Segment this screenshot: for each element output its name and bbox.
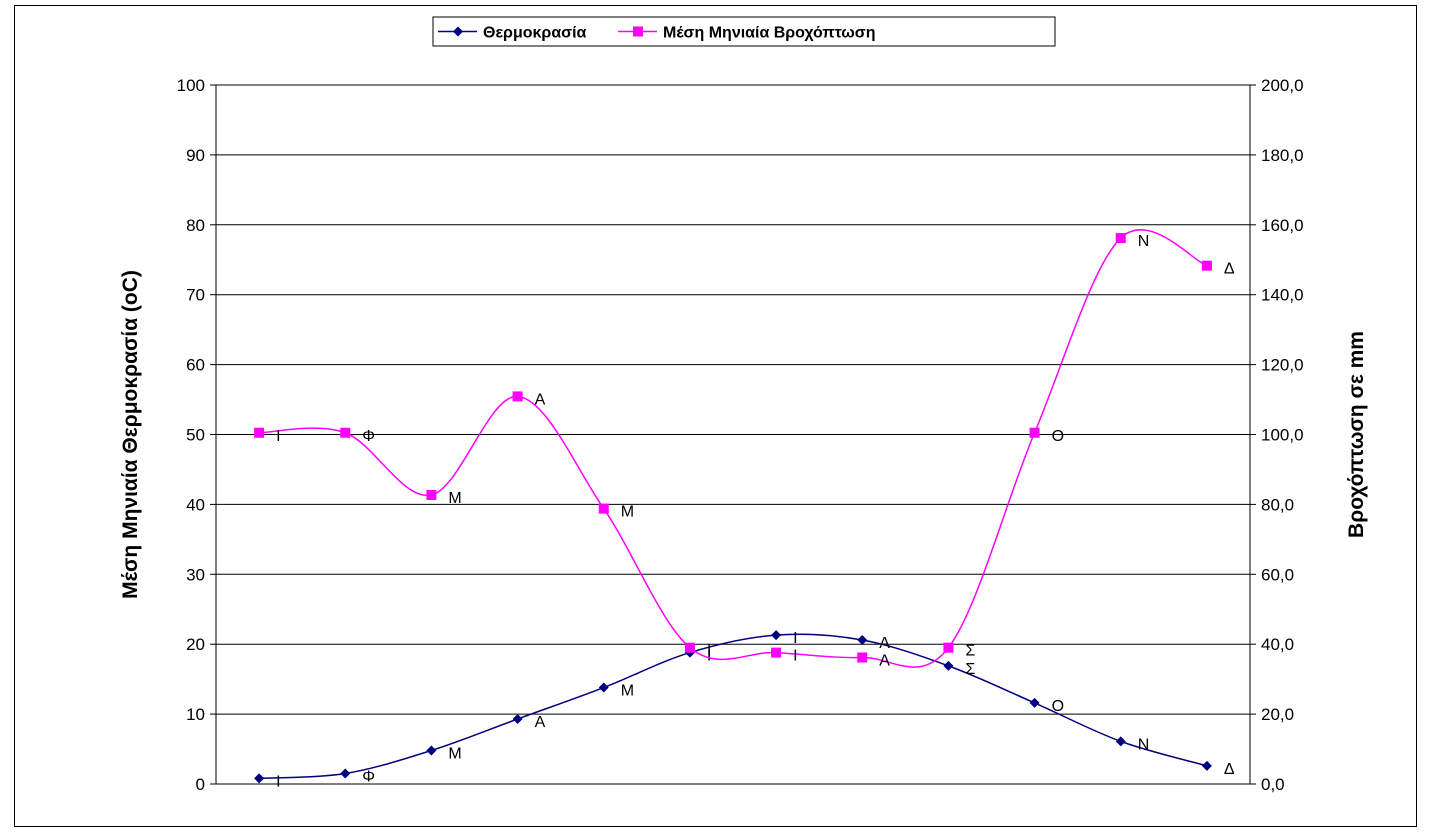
left-tick-label: 70 <box>186 286 205 305</box>
right-tick-label: 40,0 <box>1261 635 1294 654</box>
rainfall-point-label: Μ <box>621 504 634 521</box>
right-tick-label: 200,0 <box>1261 76 1304 95</box>
temperature-point-label: Ι <box>793 630 797 647</box>
temperature-point-label: Ν <box>1138 736 1150 753</box>
temperature-point-label: Ι <box>707 648 711 665</box>
left-tick-label: 40 <box>186 495 205 514</box>
temperature-point <box>598 682 609 693</box>
temperature-point-label: Ο <box>1052 698 1064 715</box>
right-tick-label: 60,0 <box>1261 565 1294 584</box>
rainfall-point <box>598 503 609 514</box>
rainfall-point <box>426 489 437 500</box>
right-tick-label: 100,0 <box>1261 426 1304 445</box>
left-tick-label: 20 <box>186 635 205 654</box>
rainfall-point-label: Μ <box>448 490 461 507</box>
rainfall-point <box>340 427 351 438</box>
rainfall-point <box>1115 233 1126 244</box>
left-tick-label: 0 <box>196 775 205 794</box>
left-tick-label: 30 <box>186 565 205 584</box>
rainfall-point-label: Α <box>879 652 890 669</box>
temperature-point <box>426 745 437 756</box>
temperature-point-label: Φ <box>362 769 375 786</box>
temperature-point <box>254 773 265 784</box>
legend-marker-rainfall <box>633 26 643 37</box>
left-tick-label: 50 <box>186 426 205 445</box>
rainfall-point-label: Ι <box>793 648 797 665</box>
temperature-point-label: Ι <box>276 773 280 790</box>
temperature-point <box>943 660 954 671</box>
left-tick-label: 10 <box>186 705 205 724</box>
right-tick-label: 180,0 <box>1261 146 1304 165</box>
rainfall-point-label: Ν <box>1138 233 1150 250</box>
rainfall-point <box>857 652 868 663</box>
rainfall-point <box>1029 427 1040 438</box>
rainfall-point <box>1201 260 1212 271</box>
temperature-point <box>1201 760 1212 771</box>
left-tick-label: 100 <box>177 76 205 95</box>
right-tick-label: 80,0 <box>1261 495 1294 514</box>
rainfall-point <box>943 642 954 653</box>
legend: Θερμοκρασία Μέση Μηνιαία Βροχόπτωση <box>432 16 1056 47</box>
temperature-point-label: Μ <box>621 683 634 700</box>
temperature-point <box>1029 697 1040 708</box>
rainfall-point-label: Ο <box>1052 428 1064 445</box>
temperature-point-label: Α <box>879 635 890 652</box>
legend-label-temperature: Θερμοκρασία <box>483 25 587 42</box>
rainfall-point-label: Α <box>535 391 546 408</box>
rainfall-point-label: Ι <box>707 643 711 660</box>
right-tick-label: 20,0 <box>1261 705 1294 724</box>
chart-frame <box>14 5 1417 827</box>
left-tick-label: 60 <box>186 356 205 375</box>
right-tick-label: 0,0 <box>1261 775 1285 794</box>
rainfall-point-label: Φ <box>362 428 375 445</box>
temperature-point <box>340 768 351 779</box>
left-axis-title: Μέση Μηνιαία Θερμοκρασία (oC) <box>119 270 142 599</box>
rainfall-point-label: Δ <box>1224 261 1235 278</box>
right-tick-label: 120,0 <box>1261 356 1304 375</box>
rainfall-point <box>684 642 695 653</box>
gridlines <box>216 154 1250 715</box>
left-tick-label: 80 <box>186 216 205 235</box>
rainfall-point-label: Ι <box>276 428 280 445</box>
left-tick-label: 90 <box>186 146 205 165</box>
temperature-point-label: Δ <box>1224 761 1235 778</box>
temperature-point <box>512 713 523 724</box>
temperature-point <box>857 635 868 646</box>
temperature-line <box>259 633 1208 780</box>
temperature-point-label: Α <box>535 714 546 731</box>
rainfall-point <box>771 647 782 658</box>
temperature-point-label: Μ <box>448 745 461 762</box>
rainfall-point <box>512 391 523 402</box>
right-tick-label: 160,0 <box>1261 216 1304 235</box>
rainfall-line <box>259 229 1208 668</box>
legend-label-rainfall: Μέση Μηνιαία Βροχόπτωση <box>663 25 876 42</box>
right-axis-title: Βροχόπτωση σε mm <box>1345 331 1368 538</box>
temperature-point-label: Σ <box>965 661 975 678</box>
rainfall-point-label: Σ <box>965 643 975 660</box>
rainfall-point <box>254 427 265 438</box>
temperature-point <box>1115 736 1126 747</box>
temperature-point <box>771 630 782 641</box>
legend-marker-temperature <box>453 26 463 37</box>
right-tick-label: 140,0 <box>1261 286 1304 305</box>
right-axis-ticks: 0,0 20,0 40,0 60,0 80,0 100,0 120,0 140,0 160,0 1… <box>1250 76 1304 794</box>
left-axis-ticks: 0 10 20 30 40 50 60 70 80 90 100 <box>177 76 216 794</box>
legend-box <box>432 16 1056 47</box>
